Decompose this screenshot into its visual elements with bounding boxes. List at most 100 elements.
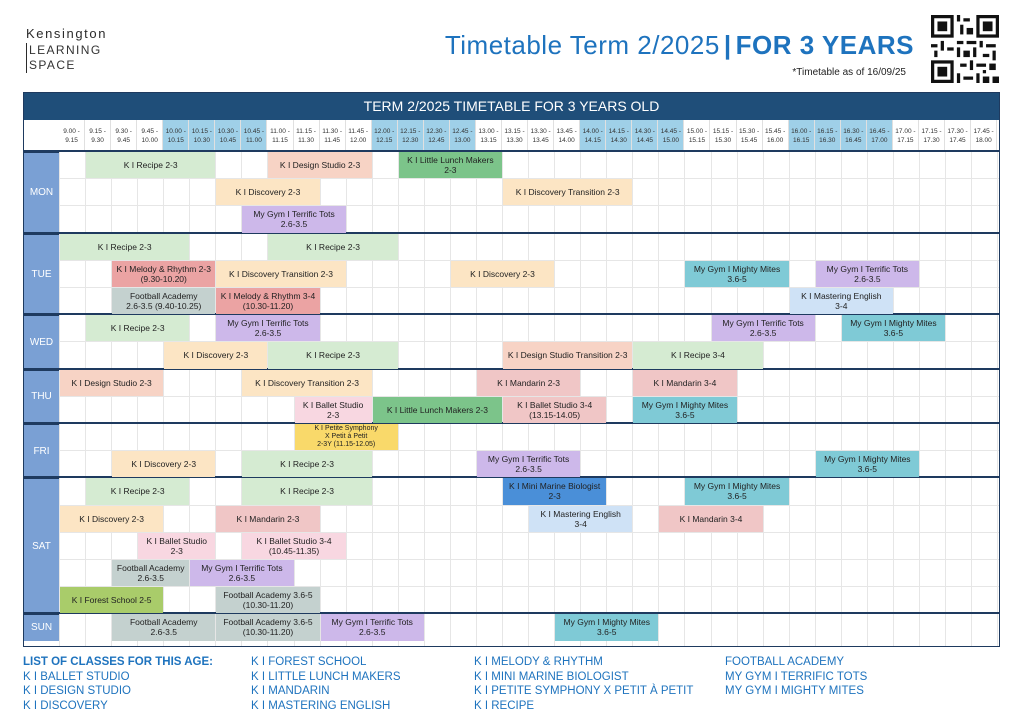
time-slot-header: 14.45 - 15.00	[658, 120, 685, 151]
time-slot-header: 12.15 - 12.30	[397, 120, 424, 151]
grid-column-line	[189, 151, 191, 646]
grid-column-line	[762, 151, 764, 646]
class-block[interactable]: K I Recipe 2-3	[60, 233, 190, 260]
time-slot-header: 10.45 - 11.00	[241, 120, 268, 151]
class-block[interactable]: My Gym I Terrific Tots 2.6-3.5	[320, 614, 424, 641]
time-slot-header: 12.00 - 12.15	[371, 120, 398, 151]
day-label-sun: SUN	[24, 613, 59, 641]
class-block[interactable]: K I Discovery Transition 2-3	[242, 369, 372, 396]
class-block[interactable]: K I Recipe 2-3	[242, 451, 372, 478]
grid-column-line	[788, 151, 790, 646]
class-block[interactable]: K I Mandarin 3-4	[659, 505, 763, 532]
class-block[interactable]: K I Recipe 2-3	[242, 478, 372, 505]
class-block[interactable]: K I Discovery Transition 2-3	[503, 179, 633, 206]
class-block[interactable]: K I Discovery 2-3	[164, 342, 268, 369]
class-list-item: K I MINI MARINE BIOLOGIST	[474, 670, 629, 683]
class-block[interactable]: Football Academy 3.6-5 (10.30-11.20)	[216, 587, 320, 614]
day-label-mon: MON	[24, 151, 59, 233]
grid-column-line	[736, 151, 738, 646]
time-slot-header: 11.45 - 12.00	[345, 120, 372, 151]
class-block[interactable]: My Gym I Mighty Mites 3.6-5	[815, 451, 919, 478]
class-list-item: K I FOREST SCHOOL	[251, 656, 367, 668]
class-block[interactable]: My Gym I Terrific Tots 2.6-3.5	[815, 260, 919, 287]
class-block[interactable]: K I Mastering English 3-4	[529, 505, 633, 532]
class-block[interactable]: K I Design Studio 2-3	[60, 369, 164, 396]
class-block[interactable]: K I Melody & Rhythm 2-3 (9.30-10.20)	[112, 260, 216, 287]
class-block[interactable]: My Gym I Terrific Tots 2.6-3.5	[190, 560, 294, 587]
class-block[interactable]: My Gym I Mighty Mites 3.6-5	[555, 614, 659, 641]
class-block[interactable]: My Gym I Mighty Mites 3.6-5	[633, 396, 737, 423]
time-slot-header: 10.30 - 10.45	[215, 120, 242, 151]
class-block[interactable]: K I Discovery 2-3	[60, 505, 164, 532]
class-block[interactable]: K I Recipe 3-4	[633, 342, 763, 369]
class-list-item: FOOTBALL ACADEMY	[725, 656, 845, 668]
class-block[interactable]: My Gym I Mighty Mites 3.6-5	[685, 478, 789, 505]
class-list-col3: K I MELODY & RHYTHM K I MINI MARINE BIOL…	[474, 655, 693, 713]
class-block[interactable]: K I Recipe 2-3	[86, 478, 190, 505]
class-block[interactable]: K I Petite Symphony X Petit à Petit 2-3Y…	[294, 424, 398, 451]
grid-column-line	[267, 151, 269, 646]
timetable-date: *Timetable as of 16/09/25	[792, 67, 906, 78]
class-block[interactable]: K I Discovery 2-3	[112, 451, 216, 478]
day-label-thu: THU	[24, 368, 59, 423]
time-slot-header: 15.45 - 16.00	[762, 120, 789, 151]
class-block[interactable]: Football Academy 3.6-5 (10.30-11.20)	[216, 614, 320, 641]
grid-column-line	[945, 151, 947, 646]
time-slot-header: 9.15 - 9.30	[85, 120, 112, 151]
grid-column-line	[293, 151, 295, 646]
class-block[interactable]: Football Academy 2.6-3.5	[112, 560, 190, 587]
class-block[interactable]: K I Ballet Studio 3-4 (13.15-14.05)	[503, 396, 607, 423]
class-block[interactable]: K I Mastering English 3-4	[789, 288, 893, 315]
class-block[interactable]: My Gym I Mighty Mites 3.6-5	[841, 315, 946, 342]
class-block[interactable]: K I Melody & Rhythm 3-4 (10.30-11.20)	[216, 288, 320, 315]
class-block[interactable]: K I Discovery 2-3	[450, 260, 555, 287]
class-block[interactable]: K I Recipe 2-3	[268, 342, 398, 369]
class-block[interactable]: K I Ballet Studio 2-3	[138, 532, 216, 559]
class-block[interactable]: K I Discovery 2-3	[216, 179, 320, 206]
class-block[interactable]: K I Forest School 2-5	[60, 587, 164, 614]
class-block[interactable]: Football Academy 2.6-3.5 (9.40-10.25)	[112, 288, 216, 315]
time-slot-header: 9.45 - 10.00	[137, 120, 164, 151]
class-block[interactable]: K I Mandarin 3-4	[633, 369, 737, 396]
class-block[interactable]: K I Design Studio Transition 2-3	[503, 342, 633, 369]
logo-subtitle: LEARNING SPACE	[26, 43, 107, 73]
class-block[interactable]: My Gym I Terrific Tots 2.6-3.5	[476, 451, 581, 478]
grid-column-line	[814, 151, 816, 646]
grid-column-line	[137, 151, 139, 646]
class-block[interactable]: K I Little Lunch Makers 2-3	[372, 396, 503, 423]
class-block[interactable]: K I Little Lunch Makers 2-3	[398, 152, 502, 179]
class-block[interactable]: K I Recipe 2-3	[86, 315, 190, 342]
time-slot-header: 16.00 - 16.15	[788, 120, 815, 151]
time-slot-header: 16.15 - 16.30	[814, 120, 841, 151]
class-block[interactable]: K I Recipe 2-3	[86, 152, 216, 179]
class-list-item: K I LITTLE LUNCH MAKERS	[251, 670, 401, 683]
class-block[interactable]: K I Discovery Transition 2-3	[216, 260, 346, 287]
class-block[interactable]: My Gym I Terrific Tots 2.6-3.5	[216, 315, 320, 342]
class-block[interactable]: K I Mandarin 2-3	[216, 505, 320, 532]
class-list-item: K I DISCOVERY	[23, 699, 108, 712]
time-slot-header: 9.00 - 9.15	[59, 120, 86, 151]
grid-column-line	[85, 151, 87, 646]
time-slot-header: 13.45 - 14.00	[554, 120, 581, 151]
class-block[interactable]: K I Ballet Studio 2-3	[294, 396, 372, 423]
title-bold: FOR 3 YEARS	[735, 30, 914, 60]
grid-row-line	[59, 178, 999, 180]
time-slot-header: 15.00 - 15.15	[684, 120, 711, 151]
class-block[interactable]: K I Ballet Studio 3-4 (10.45-11.35)	[242, 532, 346, 559]
class-list-col1: LIST OF CLASSES FOR THIS AGE: K I BALLET…	[23, 655, 213, 713]
day-separator	[24, 150, 999, 152]
class-block[interactable]: K I Mini Marine Biologist 2-3	[503, 478, 607, 505]
time-slot-header: 14.30 - 14.45	[632, 120, 659, 151]
time-slot-header: 12.45 - 13.00	[449, 120, 476, 151]
class-block[interactable]: K I Design Studio 2-3	[268, 152, 372, 179]
grid-row-line	[59, 341, 999, 343]
class-block[interactable]: My Gym I Terrific Tots 2.6-3.5	[242, 206, 346, 233]
class-block[interactable]: My Gym I Terrific Tots 2.6-3.5	[711, 315, 815, 342]
class-block[interactable]: Football Academy 2.6-3.5	[112, 614, 216, 641]
class-block[interactable]: My Gym I Mighty Mites 3.6-5	[685, 260, 789, 287]
logo-line1: Kensington	[26, 26, 108, 41]
time-slot-header: 13.00 - 13.15	[475, 120, 502, 151]
class-block[interactable]: K I Recipe 2-3	[268, 233, 398, 260]
class-block[interactable]: K I Mandarin 2-3	[476, 369, 581, 396]
qr-code-icon	[931, 15, 999, 83]
